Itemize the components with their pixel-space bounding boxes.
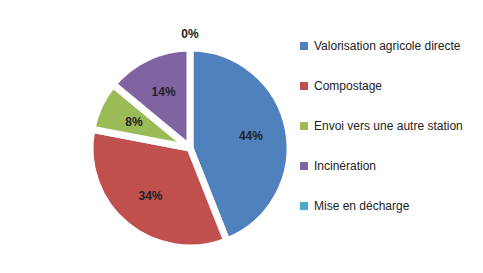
html-text:Envoi vers une autre station: Envoi vers une autre station bbox=[314, 119, 463, 133]
svg-text:14%: 14% bbox=[152, 85, 176, 99]
html-text:Valorisation agricole directe: Valorisation agricole directe bbox=[314, 39, 461, 53]
svg-text:44%: 44% bbox=[239, 129, 263, 143]
html-text:Mise en décharge: Mise en décharge bbox=[314, 199, 410, 213]
html-text:Compostage: Compostage bbox=[314, 79, 382, 93]
svg-text:34%: 34% bbox=[138, 189, 162, 203]
svg-text:0%: 0% bbox=[181, 27, 199, 41]
html-text:Incinération: Incinération bbox=[314, 159, 376, 173]
svg-text:8%: 8% bbox=[125, 115, 143, 129]
